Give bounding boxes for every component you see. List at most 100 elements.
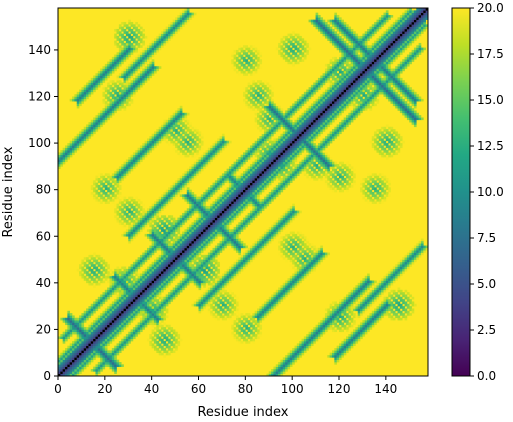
heatmap-cell [168,35,171,39]
heatmap-cell [90,122,94,125]
heatmap-cell [118,208,122,211]
heatmap-cell [111,364,115,367]
heatmap-cell [72,145,75,149]
heatmap-cell [221,203,225,207]
heatmap-cell [196,243,199,246]
heatmap-cell [243,245,246,249]
heatmap-cell [172,196,176,200]
heatmap-cell [156,47,159,51]
heatmap-cell [245,313,248,316]
heatmap-cell [125,101,129,104]
heatmap-cell [203,229,206,232]
heatmap-cell [210,185,213,188]
heatmap-cell [128,45,131,48]
heatmap-cell [179,143,183,146]
heatmap-cell [144,80,148,83]
heatmap-cell [104,180,108,183]
heatmap-cell [175,226,178,230]
heatmap-cell [90,282,94,286]
heatmap-cell [83,138,87,142]
heatmap-cell [128,334,131,337]
heatmap-cell [116,171,120,174]
heatmap-cell [231,164,234,167]
heatmap-cell [97,371,101,374]
heatmap-cell [137,292,141,295]
heatmap-cell [123,168,127,172]
heatmap-cell [238,203,241,207]
heatmap-cell [121,94,124,97]
heatmap-cell [161,136,164,139]
heatmap-cell [252,80,256,83]
heatmap-cell [198,133,202,137]
heatmap-cell [226,168,230,172]
heatmap-cell [210,212,213,216]
heatmap-cell [163,315,167,319]
heatmap-cell [154,243,157,246]
heatmap-cell [217,292,220,295]
heatmap-cell [250,252,253,256]
heatmap-cell [125,40,129,44]
heatmap-cell [114,89,117,93]
heatmap-cell [168,219,171,223]
heatmap-cell [175,233,178,237]
heatmap-cell [182,185,185,188]
heatmap-cell [203,266,206,270]
heatmap-cell [163,196,167,200]
heatmap-cell [107,98,110,102]
heatmap-cell [146,306,150,309]
heatmap-cell [139,275,143,279]
heatmap-cell [254,173,258,176]
heatmap-cell [100,303,103,307]
heatmap-cell [168,352,171,356]
heatmap-cell [191,236,195,239]
heatmap-cell [238,192,241,195]
heatmap-cell [118,56,122,60]
heatmap-cell [226,313,230,316]
heatmap-cell [154,240,157,244]
heatmap-cell [205,236,209,239]
heatmap-cell [69,364,73,367]
heatmap-cell [163,327,167,330]
heatmap-cell [116,289,120,293]
heatmap-cell [130,210,134,214]
heatmap-cell [132,266,136,270]
heatmap-cell [128,70,131,74]
heatmap-cell [74,145,78,149]
heatmap-cell [65,359,68,363]
heatmap-cell [177,271,181,274]
heatmap-cell [235,243,239,246]
heatmap-cell [254,215,258,218]
heatmap-cell [137,157,141,160]
heatmap-cell [240,189,244,193]
heatmap-cell [95,317,99,321]
heatmap-cell [231,182,234,186]
heatmap-cell [226,238,230,242]
heatmap-cell [170,21,174,25]
heatmap-cell [254,91,258,95]
heatmap-cell [156,208,159,211]
heatmap-cell [158,308,162,312]
heatmap-cell [146,250,150,253]
heatmap-cell [219,180,223,183]
heatmap-cell [72,150,75,153]
heatmap-cell [219,280,223,284]
heatmap-cell [132,33,136,37]
heatmap-cell [107,189,110,193]
heatmap-cell [235,164,239,167]
heatmap-cell [60,369,63,372]
heatmap-cell [130,161,134,165]
heatmap-cell [205,292,209,295]
heatmap-cell [130,94,134,97]
heatmap-cell [158,336,162,340]
heatmap-cell [154,133,157,137]
heatmap-cell [118,219,122,223]
heatmap-cell [125,341,129,344]
heatmap-cell [151,278,155,281]
heatmap-cell [137,66,141,69]
heatmap-cell [182,117,185,121]
heatmap-cell [109,322,113,326]
heatmap-cell [254,327,258,330]
heatmap-cell [207,215,211,218]
heatmap-cell [128,52,131,55]
heatmap-cell [168,301,171,305]
